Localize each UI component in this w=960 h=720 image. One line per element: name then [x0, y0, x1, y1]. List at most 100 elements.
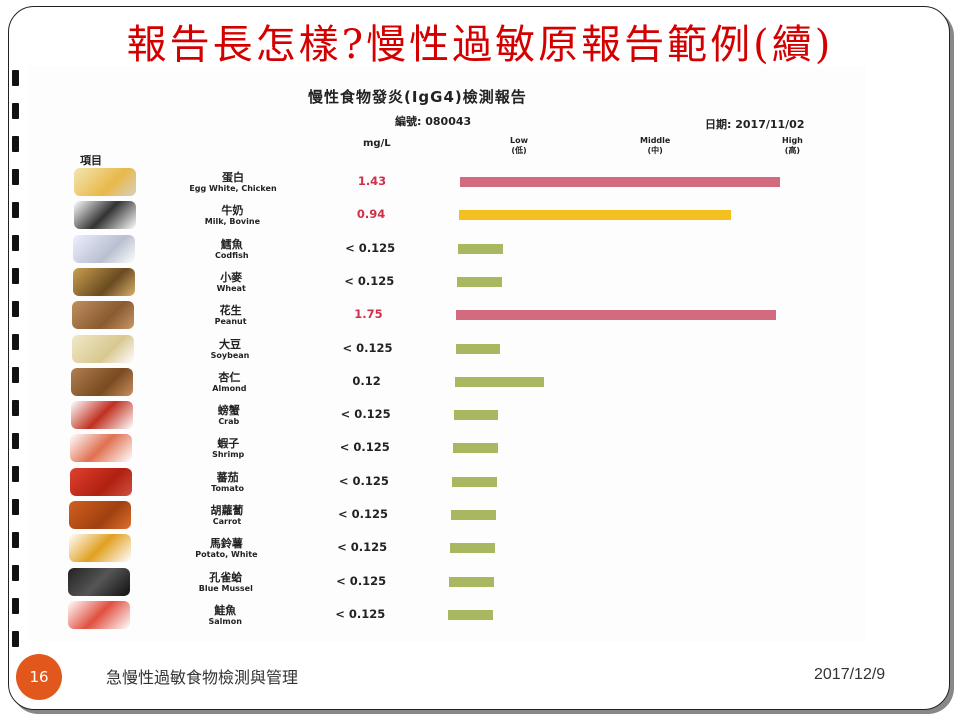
food-name-zh: 胡蘿蔔	[210, 504, 244, 517]
food-name-zh: 蛋白	[222, 171, 244, 184]
report-serial: 編號: 080043	[395, 115, 472, 128]
binding-ring	[12, 499, 19, 515]
scale-low-label: Low	[510, 136, 528, 145]
report-row: 胡蘿蔔 Carrot < 0.125	[28, 499, 866, 532]
binding-ring	[12, 268, 19, 284]
level-bar	[459, 210, 732, 221]
igg4-value: < 0.125	[339, 440, 390, 455]
igg4-value: < 0.125	[336, 573, 387, 588]
scale-high: High (高)	[782, 136, 803, 156]
binding-ring	[12, 598, 19, 614]
level-bar	[456, 310, 777, 321]
igg4-value: < 0.125	[340, 407, 391, 422]
level-bar	[457, 276, 503, 287]
food-name-zh: 蕃茄	[216, 470, 239, 484]
food-name-en: Salmon	[208, 616, 242, 626]
food-thumbnail	[70, 434, 132, 463]
binding-ring	[12, 367, 19, 383]
binding-ring	[12, 202, 19, 218]
food-thumbnail	[74, 168, 136, 196]
binding-ring	[12, 400, 19, 416]
food-name-zh: 螃蟹	[217, 404, 240, 418]
binding-ring	[12, 631, 19, 647]
level-bar	[452, 443, 498, 454]
level-bar	[460, 177, 780, 187]
food-thumbnail	[72, 301, 134, 330]
food-name-en: Peanut	[214, 317, 247, 327]
food-name-en: Tomato	[211, 483, 245, 493]
food-thumbnail	[73, 234, 135, 263]
food-name-zh: 花生	[219, 304, 242, 318]
report-row: 花生 Peanut 1.75	[28, 299, 866, 332]
food-thumbnail	[67, 600, 130, 629]
igg4-value: 0.94	[356, 207, 386, 222]
food-name-zh: 小麥	[220, 270, 243, 284]
scale-low: Low (低)	[510, 136, 528, 156]
footer-date: 2017/12/9	[814, 666, 886, 683]
food-thumbnail	[68, 567, 130, 596]
food-name-zh: 鮭魚	[214, 603, 237, 617]
binding-ring	[12, 301, 19, 317]
binding-ring	[12, 169, 19, 185]
igg4-value: < 0.125	[335, 606, 386, 621]
slide-title: 報告長怎樣?慢性過敏原報告範例(續)	[126, 22, 834, 68]
food-thumbnail	[69, 467, 132, 496]
igg4-value: 1.43	[357, 174, 387, 188]
level-bar	[449, 576, 494, 587]
report-row: 小麥 Wheat < 0.125	[28, 266, 866, 299]
level-bar	[455, 343, 501, 354]
food-name-en: Blue Mussel	[198, 583, 253, 593]
scale-high-zh: (高)	[784, 146, 801, 155]
food-thumbnail	[71, 367, 133, 396]
food-name-en: Codfish	[215, 250, 249, 260]
food-name-en: Milk, Bovine	[204, 217, 261, 227]
igg4-value: < 0.125	[337, 507, 388, 521]
food-name-zh: 大豆	[219, 337, 241, 351]
food-thumbnail	[71, 334, 134, 363]
igg4-value: < 0.125	[344, 273, 395, 288]
level-bar	[448, 609, 494, 620]
level-bar	[451, 510, 496, 520]
food-name-en: Soybean	[210, 350, 250, 360]
food-name-en: Egg White, Chicken	[189, 184, 277, 193]
binding-ring	[12, 565, 19, 581]
scale-high-label: High	[782, 136, 803, 145]
report-row: 鱈魚 Codfish < 0.125	[28, 233, 866, 266]
spiral-binding	[12, 70, 26, 664]
food-name-zh: 杏仁	[218, 370, 241, 384]
igg4-value: < 0.125	[338, 473, 389, 488]
report-scan: 慢性食物發炎(IgG4)檢測報告 編號: 080043 日期: 2017/11/…	[28, 66, 866, 642]
report-row: 蛋白 Egg White, Chicken 1.43	[28, 166, 866, 199]
slide-number-badge: 16	[16, 654, 62, 700]
binding-ring	[12, 136, 19, 152]
food-name-zh: 孔雀蛤	[209, 570, 243, 584]
food-name-zh: 牛奶	[221, 204, 244, 218]
food-thumbnail	[69, 501, 131, 529]
food-name-en: Crab	[218, 417, 240, 427]
level-bar	[458, 243, 503, 254]
food-name-en: Almond	[212, 383, 247, 393]
food-name-en: Wheat	[216, 283, 246, 293]
level-bar	[454, 376, 545, 387]
binding-ring	[12, 532, 19, 548]
report-row: 鮭魚 Salmon < 0.125	[28, 599, 866, 632]
scale-middle: Middle (中)	[640, 136, 670, 156]
food-name-en: Carrot	[212, 517, 242, 526]
food-thumbnail	[70, 401, 133, 430]
report-row: 杏仁 Almond 0.12	[28, 366, 866, 399]
report-title: 慢性食物發炎(IgG4)檢測報告	[308, 88, 527, 106]
food-name-en: Potato, White	[195, 550, 258, 560]
binding-ring	[12, 235, 19, 251]
food-thumbnail	[72, 267, 135, 296]
binding-ring	[12, 334, 19, 350]
items-header: 項目	[80, 154, 102, 167]
binding-ring	[12, 103, 19, 119]
report-row: 大豆 Soybean < 0.125	[28, 333, 866, 366]
scale-low-zh: (低)	[511, 146, 527, 155]
food-name-zh: 蝦子	[217, 437, 240, 451]
scale-mid-label: Middle	[640, 136, 671, 145]
report-row: 螃蟹 Crab < 0.125	[28, 399, 866, 432]
report-row: 孔雀蛤 Blue Mussel < 0.125	[28, 566, 866, 599]
igg4-value: < 0.125	[345, 240, 396, 255]
scale-mid-zh: (中)	[647, 146, 663, 155]
